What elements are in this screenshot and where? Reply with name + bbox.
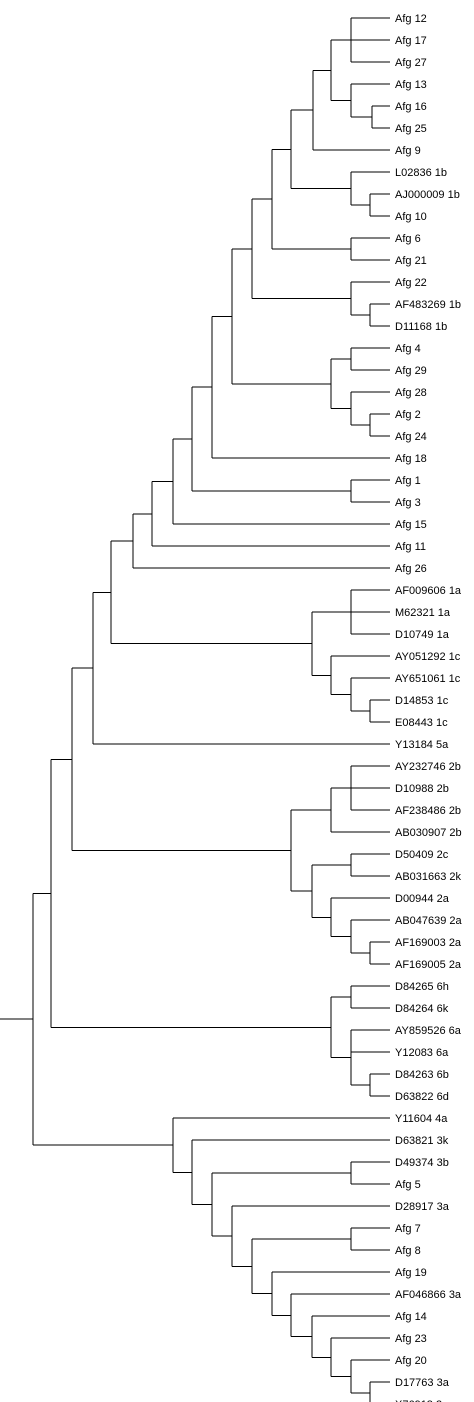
taxon-label: Afg 25: [395, 123, 427, 135]
taxon-label: Afg 19: [395, 1267, 427, 1279]
taxon-label: D00944 2a: [395, 893, 450, 905]
taxon-label: Afg 17: [395, 35, 427, 47]
taxon-label: L02836 1b: [395, 167, 447, 179]
taxon-label: AF046866 3a: [395, 1289, 462, 1301]
taxon-label: Afg 9: [395, 145, 421, 157]
taxon-label: Afg 23: [395, 1333, 427, 1345]
taxon-label: D14853 1c: [395, 695, 449, 707]
taxon-label: AJ000009 1b: [395, 189, 460, 201]
taxon-label: Afg 11: [395, 541, 426, 553]
taxon-label: Afg 20: [395, 1355, 427, 1367]
taxon-label: AY651061 1c: [395, 673, 461, 685]
taxon-label: Afg 1: [395, 475, 421, 487]
taxon-label: Afg 29: [395, 365, 427, 377]
taxon-label: Y12083 6a: [395, 1047, 449, 1059]
taxon-label: Afg 5: [395, 1179, 421, 1191]
taxon-label: D50409 2c: [395, 849, 449, 861]
taxon-label: D11168 1b: [395, 321, 447, 333]
taxon-label: AY859526 6a: [395, 1025, 462, 1037]
taxon-label: M62321 1a: [395, 607, 451, 619]
taxon-label: Afg 16: [395, 101, 427, 113]
taxon-label: Afg 3: [395, 497, 421, 509]
taxon-label: D84264 6k: [395, 1003, 449, 1015]
taxon-label: Afg 15: [395, 519, 427, 531]
taxon-label: Afg 26: [395, 563, 427, 575]
taxon-label: D49374 3b: [395, 1157, 449, 1169]
taxon-label: AB047639 2a: [395, 915, 463, 927]
taxon-label: Afg 24: [395, 431, 427, 443]
taxon-label: Afg 22: [395, 277, 427, 289]
taxon-label: AY051292 1c: [395, 651, 461, 663]
taxon-label: D63821 3k: [395, 1135, 449, 1147]
taxon-label: D63822 6d: [395, 1091, 449, 1103]
taxon-label: Afg 2: [395, 409, 421, 421]
taxon-label: Afg 12: [395, 13, 427, 25]
taxon-label: D28917 3a: [395, 1201, 450, 1213]
taxon-label: Afg 21: [395, 255, 427, 267]
taxon-label: Y13184 5a: [395, 739, 449, 751]
taxon-label: Afg 6: [395, 233, 421, 245]
taxon-label: D17763 3a: [395, 1377, 450, 1389]
taxon-label: D84263 6b: [395, 1069, 449, 1081]
taxon-label: D10988 2b: [395, 783, 449, 795]
taxon-label: E08443 1c: [395, 717, 448, 729]
taxon-label: AB030907 2b: [395, 827, 462, 839]
taxon-label: AF483269 1b: [395, 299, 461, 311]
taxon-label: X76918 3a: [395, 1399, 449, 1402]
taxon-label: AF169003 2a: [395, 937, 462, 949]
taxon-label: Afg 27: [395, 57, 427, 69]
taxon-label: D10749 1a: [395, 629, 450, 641]
taxon-label: AF169005 2a: [395, 959, 462, 971]
taxon-label: Y11604 4a: [395, 1113, 448, 1125]
taxon-label: AF238486 2b: [395, 805, 461, 817]
taxon-label: Afg 4: [395, 343, 421, 355]
taxon-label: Afg 14: [395, 1311, 427, 1323]
taxon-label: AY232746 2b: [395, 761, 461, 773]
tree-branches: [0, 17, 390, 1402]
taxon-label: Afg 13: [395, 79, 427, 91]
taxon-label: Afg 10: [395, 211, 427, 223]
taxon-label: Afg 28: [395, 387, 427, 399]
taxon-label: D84265 6h: [395, 981, 449, 993]
taxon-label: Afg 7: [395, 1223, 421, 1235]
taxon-label: AB031663 2k: [395, 871, 462, 883]
taxon-label: Afg 8: [395, 1245, 421, 1257]
taxon-label: AF009606 1a: [395, 585, 462, 597]
tree-labels: Afg 12 Afg 17 Afg 27 Afg 13 Afg 16 Afg 25 Afg …: [395, 13, 463, 1402]
taxon-label: Afg 18: [395, 453, 427, 465]
